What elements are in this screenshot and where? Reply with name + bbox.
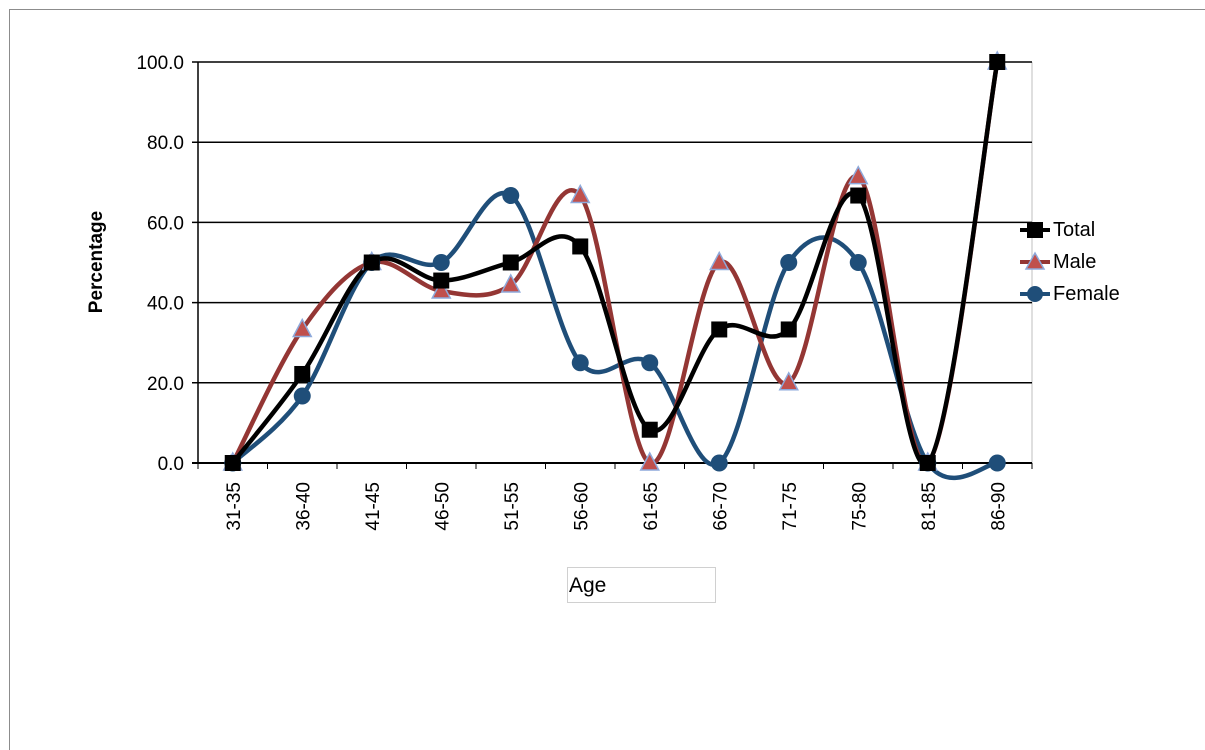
- series-line-male: [230, 59, 1000, 466]
- legend-item-female: Female: [1020, 280, 1150, 312]
- legend: Total Male Female: [1020, 216, 1150, 312]
- data-point-female: [432, 254, 450, 271]
- data-point-female: [502, 187, 520, 205]
- legend-label-female: Female: [1053, 283, 1120, 305]
- chart-frame: [9, 9, 1205, 750]
- series-lines: [230, 59, 1000, 481]
- legend-item-male: Male: [1020, 248, 1150, 280]
- data-point-total: [224, 455, 241, 471]
- x-tick-label: 81-85: [919, 482, 940, 531]
- data-point-male: [709, 250, 730, 271]
- legend-label-male: Male: [1053, 251, 1097, 273]
- x-tick-label: 41-45: [363, 482, 384, 531]
- x-axis-ticks: 31-35 36-40 41-45 46-50 51-55 56-60 61-65 66-70…: [197, 463, 1033, 531]
- data-point-total: [850, 187, 867, 204]
- data-point-total: [919, 455, 936, 471]
- data-point-female: [641, 354, 659, 372]
- x-tick-label: 31-35: [224, 482, 245, 531]
- legend-marker-circle-icon: [1020, 286, 1050, 302]
- x-tick-label: 46-50: [432, 482, 453, 531]
- y-axis-ticks: 0.0 20.0 40.0 60.0 80.0 100.0: [136, 53, 184, 475]
- data-point-female: [710, 454, 728, 472]
- y-tick-label: 20.0: [147, 374, 184, 395]
- data-point-total: [433, 272, 450, 289]
- y-axis-label: Percentage: [86, 210, 107, 314]
- data-point-total: [572, 238, 589, 255]
- data-point-total: [502, 254, 519, 271]
- data-point-male: [500, 273, 521, 293]
- data-point-female: [293, 387, 311, 405]
- y-tick-label: 0.0: [158, 454, 184, 475]
- data-point-total: [363, 254, 380, 271]
- x-tick-label: 61-65: [641, 482, 662, 531]
- data-point-total: [989, 54, 1006, 70]
- data-point-male: [292, 317, 313, 338]
- legend-label-total: Total: [1053, 219, 1096, 241]
- data-point-male: [778, 371, 799, 391]
- data-point-female: [780, 254, 798, 271]
- x-tick-label: 66-70: [710, 482, 731, 531]
- data-point-total: [780, 321, 797, 338]
- legend-marker-square-icon: [1020, 222, 1050, 238]
- y-tick-label: 100.0: [136, 53, 184, 74]
- x-tick-label: 36-40: [293, 482, 314, 531]
- data-point-male: [570, 183, 591, 204]
- data-point-male: [639, 451, 660, 471]
- x-tick-label: 86-90: [988, 482, 1009, 531]
- y-tick-label: 80.0: [147, 133, 184, 154]
- legend-marker-triangle-icon: [1020, 251, 1050, 270]
- data-point-male: [848, 165, 869, 185]
- x-axis-label: Age: [567, 567, 716, 603]
- data-point-total: [294, 365, 311, 382]
- data-point-female: [988, 454, 1006, 472]
- data-point-female: [571, 354, 589, 372]
- data-point-total: [711, 321, 728, 338]
- y-tick-label: 40.0: [147, 294, 184, 315]
- x-tick-label: 51-55: [502, 482, 523, 531]
- data-point-female: [849, 254, 867, 271]
- x-tick-label: 56-60: [571, 482, 592, 531]
- series-markers: [222, 50, 1008, 472]
- x-tick-label: 71-75: [780, 482, 801, 531]
- data-point-male: [431, 279, 452, 299]
- legend-item-total: Total: [1020, 216, 1150, 248]
- data-point-total: [641, 421, 658, 438]
- x-tick-label: 75-80: [849, 482, 870, 531]
- y-tick-label: 60.0: [147, 213, 184, 234]
